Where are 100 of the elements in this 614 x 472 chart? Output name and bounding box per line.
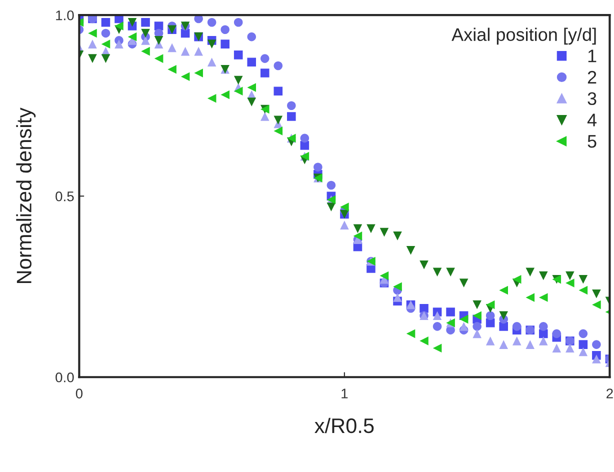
point [326, 180, 336, 190]
point [128, 18, 137, 27]
point [592, 289, 601, 298]
point [406, 246, 416, 255]
point [88, 54, 97, 63]
point [287, 112, 296, 121]
point [194, 68, 203, 78]
point [154, 54, 164, 63]
point [446, 308, 455, 316]
point [101, 40, 110, 48]
point [154, 36, 164, 45]
point [393, 293, 402, 302]
point [180, 72, 190, 82]
point [578, 347, 588, 356]
point [168, 65, 176, 74]
point [539, 322, 548, 331]
x-tick-label: 0 [76, 388, 83, 398]
point [128, 32, 137, 42]
point [566, 278, 574, 288]
y-axis-title: Normalized density [16, 108, 36, 283]
point [472, 329, 482, 338]
point [168, 43, 176, 52]
point [406, 329, 416, 338]
point [472, 300, 482, 310]
point [526, 293, 535, 302]
legend-title: Axial position [y/d] [452, 28, 596, 45]
y-tick-label: 1.0 [56, 10, 74, 20]
point [274, 61, 283, 70]
point [207, 58, 216, 67]
point [526, 340, 535, 349]
point [552, 344, 562, 353]
point [512, 322, 522, 331]
point [260, 112, 270, 121]
point [592, 354, 601, 364]
point [220, 40, 230, 48]
point [432, 268, 442, 277]
point [274, 86, 283, 96]
point [499, 322, 508, 331]
point [512, 336, 522, 346]
legend-label: 4 [587, 114, 597, 126]
point [220, 25, 230, 34]
point [472, 322, 482, 331]
point [247, 98, 256, 106]
point [539, 293, 548, 302]
point [207, 18, 216, 27]
point [234, 76, 243, 85]
point [287, 101, 296, 110]
point [366, 224, 376, 234]
point [353, 232, 362, 240]
point [353, 224, 362, 234]
point [207, 94, 216, 103]
point [88, 28, 97, 38]
point [380, 228, 389, 237]
point [486, 300, 495, 310]
point [101, 18, 110, 27]
point [247, 83, 256, 92]
point [499, 286, 508, 295]
point [566, 344, 574, 353]
point [234, 18, 243, 27]
point [300, 134, 310, 143]
point [380, 271, 389, 280]
point [180, 46, 190, 56]
point [340, 202, 349, 212]
point [578, 329, 588, 338]
point [260, 68, 270, 78]
legend-label: 2 [588, 70, 596, 84]
point [340, 220, 349, 230]
point [420, 336, 428, 346]
point [539, 336, 548, 346]
point [472, 311, 482, 320]
point [114, 22, 124, 30]
point [432, 322, 442, 331]
point [141, 28, 150, 38]
point [101, 28, 110, 38]
point [459, 314, 468, 324]
point [420, 260, 428, 270]
y-tick-label: 0.5 [56, 191, 74, 202]
point [432, 311, 442, 320]
point [539, 271, 548, 280]
point [578, 340, 588, 349]
point [234, 50, 243, 60]
point [274, 116, 283, 124]
point [512, 274, 522, 284]
point [141, 18, 150, 27]
point [314, 162, 322, 172]
x-tick-label: 1 [342, 388, 348, 398]
point [486, 336, 495, 346]
y-tick-label: 0.0 [56, 372, 74, 382]
point [101, 54, 110, 63]
x-tick-label: 2 [606, 388, 613, 398]
point [393, 232, 402, 240]
point [446, 268, 455, 277]
point [499, 311, 508, 320]
point [592, 300, 601, 310]
point [220, 90, 230, 100]
point [499, 340, 508, 349]
point [207, 40, 216, 48]
point [432, 344, 442, 353]
point [578, 286, 588, 295]
point [247, 32, 256, 42]
